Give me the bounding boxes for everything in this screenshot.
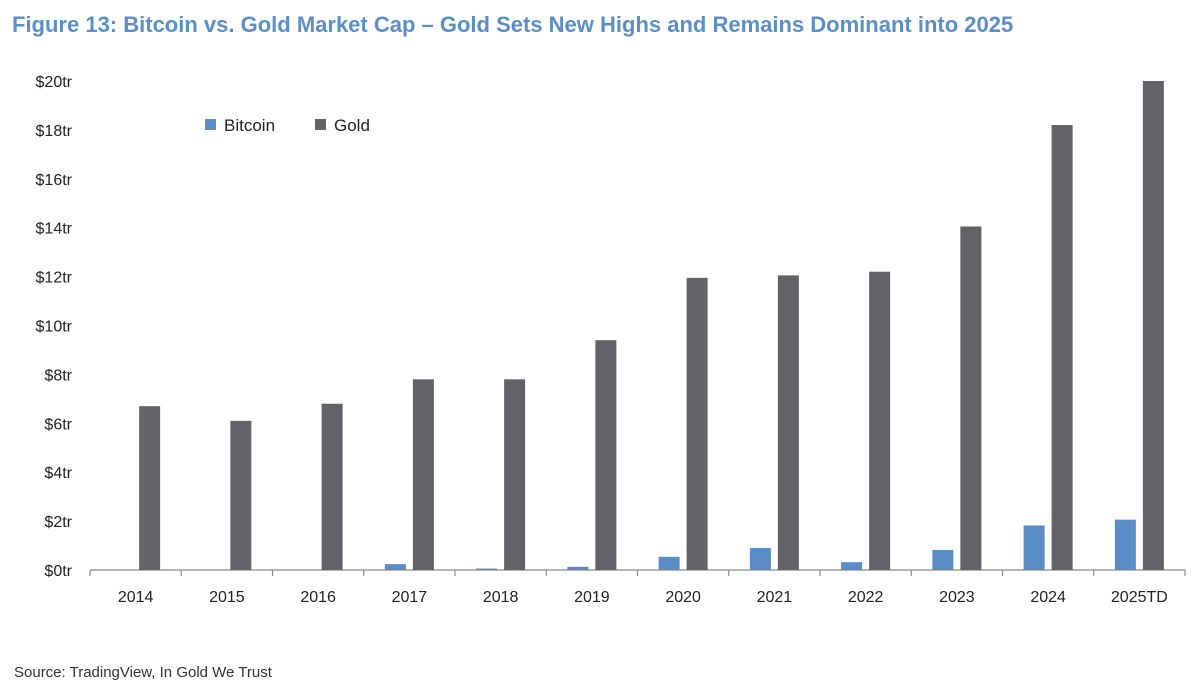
bar-bitcoin-2023 <box>932 549 954 570</box>
y-tick-label: $16tr <box>36 172 73 189</box>
bar-bitcoin-2018 <box>476 568 498 570</box>
bar-bitcoin-2022 <box>841 562 863 570</box>
y-tick-label: $12tr <box>36 270 73 287</box>
chart-title: Figure 13: Bitcoin vs. Gold Market Cap –… <box>12 12 1014 37</box>
bar-gold-2025td <box>1142 81 1164 570</box>
legend-swatch-bitcoin <box>205 119 216 130</box>
bar-bitcoin-2017 <box>384 564 406 570</box>
bar-bitcoin-2024 <box>1023 525 1045 570</box>
y-tick-label: $18tr <box>36 123 73 140</box>
bar-bitcoin-2021 <box>749 547 771 570</box>
bar-gold-2021 <box>777 275 799 570</box>
bar-gold-2023 <box>960 226 982 571</box>
y-tick-label: $6tr <box>44 416 72 433</box>
legend-swatch-gold <box>315 119 326 130</box>
y-tick-label: $4tr <box>44 465 72 482</box>
x-tick-label: 2017 <box>392 589 428 606</box>
y-tick-label: $8tr <box>44 367 72 384</box>
source-note: Source: TradingView, In Gold We Trust <box>14 664 272 681</box>
bar-gold-2018 <box>504 379 526 570</box>
x-tick-label: 2015 <box>209 589 245 606</box>
legend-label-gold: Gold <box>334 116 370 135</box>
bar-chart: $0tr $2tr $4tr $6tr $8tr $10tr $12tr $14tr $16tr… <box>36 74 1186 606</box>
y-tick-label: $20tr <box>36 74 73 91</box>
bar-bitcoin-2025td <box>1114 519 1136 570</box>
bar-gold-2019 <box>595 340 617 570</box>
y-tick-label: $14tr <box>36 221 73 238</box>
bars <box>111 81 1164 571</box>
bar-bitcoin-2020 <box>658 556 680 570</box>
x-tick-label: 2025TD <box>1111 589 1168 606</box>
y-tick-label: $10tr <box>36 319 73 336</box>
bar-gold-2016 <box>321 403 343 570</box>
x-tick-label: 2022 <box>848 589 884 606</box>
bar-gold-2015 <box>230 420 252 570</box>
bar-gold-2017 <box>412 379 434 570</box>
bar-gold-2024 <box>1051 125 1073 570</box>
x-tick-label: 2019 <box>574 589 610 606</box>
x-tick-label: 2023 <box>939 589 975 606</box>
y-tick-label: $2tr <box>44 514 72 531</box>
x-tick-label: 2014 <box>118 589 154 606</box>
x-tick-label: 2016 <box>300 589 336 606</box>
legend: Bitcoin Gold <box>205 116 370 135</box>
y-tick-label: $0tr <box>44 563 72 580</box>
y-axis: $0tr $2tr $4tr $6tr $8tr $10tr $12tr $14tr $16tr… <box>36 74 73 580</box>
bar-bitcoin-2019 <box>567 566 589 570</box>
bar-gold-2014 <box>139 406 161 570</box>
x-axis: 2014 2015 2016 2017 2018 2019 2020 2021 2022 2023… <box>89 569 1186 606</box>
bar-gold-2020 <box>686 277 708 570</box>
x-tick-label: 2024 <box>1030 589 1066 606</box>
x-tick-label: 2021 <box>757 589 793 606</box>
x-tick-label: 2018 <box>483 589 519 606</box>
x-tick-label: 2020 <box>665 589 701 606</box>
bar-gold-2022 <box>869 271 891 570</box>
legend-label-bitcoin: Bitcoin <box>224 116 275 135</box>
